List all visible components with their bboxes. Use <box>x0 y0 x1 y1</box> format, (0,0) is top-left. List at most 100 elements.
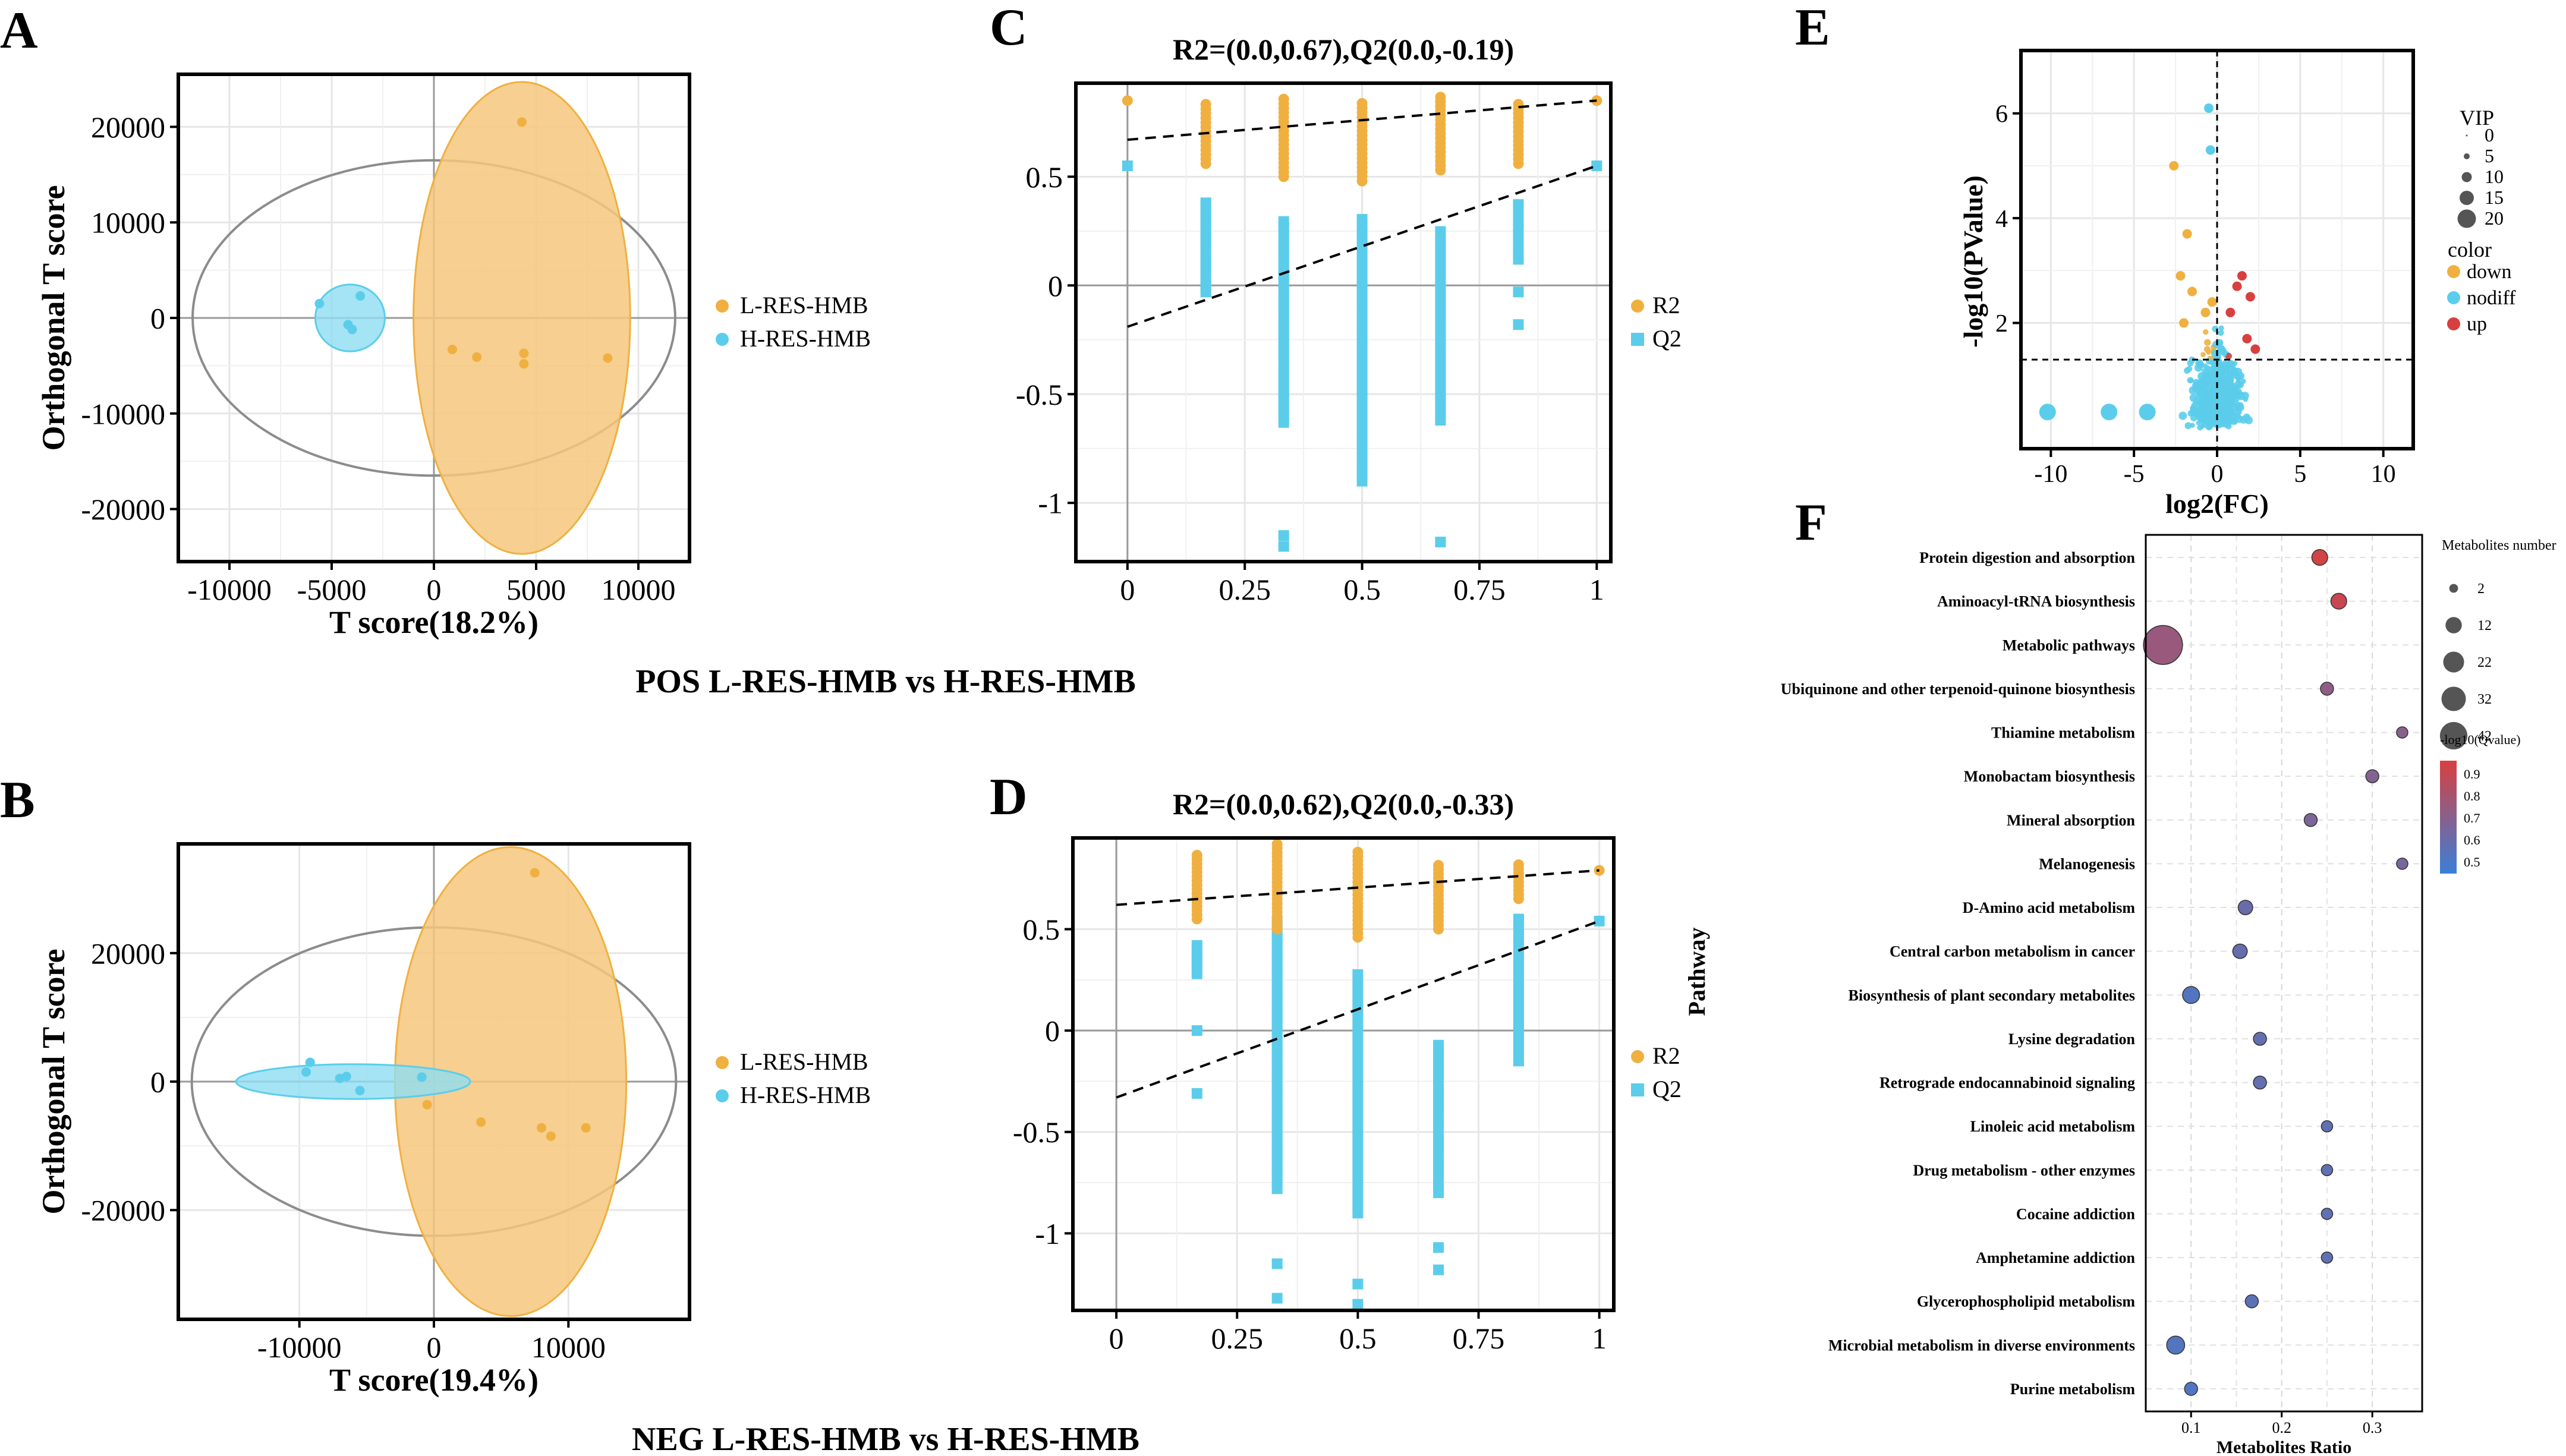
panel-label-d-text: D <box>990 768 1028 826</box>
legend-label: L-RES-HMB <box>740 292 868 319</box>
y-tick-label: 20000 <box>91 111 165 144</box>
volcano-point <box>2187 286 2197 297</box>
pathway-label: D-Amino acid metabolism <box>1963 899 2136 916</box>
caption-pos: POS L-RES-HMB vs H-RES-HMB <box>635 663 1136 700</box>
h-res-hmb-point <box>347 324 357 335</box>
panel-d-permutation-plot: 0 0.25 0.5 0.75 1 -1 -0.5 0 0.5 R2=(0.0,0.62),Q2(… <box>1013 787 1682 1355</box>
size-legend-label: 15 <box>2485 187 2504 208</box>
legend-label: H-RES-HMB <box>740 1082 871 1108</box>
pathway-label: Melanogenesis <box>2039 855 2135 872</box>
q2-permutation-marker <box>1122 160 1133 172</box>
volcano-point <box>2203 329 2209 335</box>
size-legend-title: VIP <box>2460 106 2494 130</box>
volcano-point <box>2182 229 2192 239</box>
y-tick-label: -20000 <box>81 493 165 526</box>
volcano-point <box>2234 387 2242 396</box>
q2-regression-line <box>1116 920 1600 1099</box>
pathway-bubble <box>2253 1032 2267 1046</box>
q2-permutation-marker <box>1278 216 1289 227</box>
color-legend-tick: 0.9 <box>2464 767 2480 781</box>
y-axis-title: Orthogonal T score <box>36 185 71 450</box>
pathway-bubble <box>2330 593 2347 610</box>
x-tick-label: 0.75 <box>1453 1322 1505 1355</box>
x-tick-label: 5 <box>2294 461 2306 488</box>
q2-permutation-marker <box>1352 1299 1364 1310</box>
y-tick-label: 10000 <box>91 206 165 239</box>
pathway-bubble <box>2365 769 2379 783</box>
legend-label: L-RES-HMB <box>740 1048 868 1075</box>
x-tick-label: 0.2 <box>2272 1419 2291 1436</box>
x-tick-label: -5 <box>2124 461 2145 488</box>
volcano-point <box>2204 339 2211 346</box>
color-legend-title: -log10(Qvalue) <box>2440 732 2521 747</box>
q2-permutation-marker <box>1191 1025 1202 1036</box>
x-axis-title: Metabolites Ratio <box>2216 1438 2351 1456</box>
volcano-point <box>2199 423 2205 429</box>
pathway-bubble <box>2321 1208 2334 1220</box>
h-res-hmb-point <box>301 1067 311 1077</box>
q2-permutation-marker <box>1200 197 1211 209</box>
pathway-bubble <box>2303 813 2318 827</box>
pathway-label: Ubiquinone and other terpenoid-quinone b… <box>1781 680 2135 698</box>
pathway-bubble <box>2321 1251 2334 1264</box>
r2-permutation-marker <box>1191 850 1202 861</box>
y-tick-label: 0 <box>1048 269 1063 302</box>
x-axis-title: T score(18.2%) <box>329 604 539 640</box>
x-tick-label: -10000 <box>257 1331 342 1364</box>
y-tick-label: 0 <box>150 1066 165 1099</box>
panel-a-score-plot: -10000 -5000 0 5000 10000 -20000 -10000 0 10000 2… <box>36 73 871 640</box>
pathway-label: Drug metabolism - other enzymes <box>1913 1162 2135 1179</box>
volcano-point <box>2212 420 2221 428</box>
volcano-point <box>2210 358 2218 367</box>
volcano-point <box>2205 145 2215 155</box>
h-res-hmb-confidence-ellipse <box>314 283 386 352</box>
q2-permutation-marker <box>1513 286 1524 298</box>
volcano-point <box>2218 362 2224 368</box>
q2-permutation-marker <box>1433 1242 1444 1253</box>
x-tick-label: 1 <box>1589 573 1604 606</box>
pathway-bubble <box>2321 1164 2334 1177</box>
pathway-label: Metabolic pathways <box>2003 636 2135 654</box>
volcano-point <box>2194 381 2200 386</box>
x-tick-label: -10000 <box>187 573 272 606</box>
q2-permutation-marker <box>1278 541 1289 552</box>
pathway-label: Purine metabolism <box>2010 1381 2135 1398</box>
q2-permutation-marker <box>1433 1039 1444 1051</box>
volcano-point <box>2228 391 2235 398</box>
pathway-bubble <box>2321 1120 2334 1133</box>
x-axis-title: T score(19.4%) <box>329 1362 539 1398</box>
size-legend-key <box>2461 172 2472 182</box>
q2-regression-line <box>1127 165 1597 328</box>
legend-label: Q2 <box>1652 1076 1682 1102</box>
q2-original-marker <box>1594 915 1605 926</box>
volcano-point <box>2206 420 2215 428</box>
pathway-label: Protein digestion and absorption <box>1919 549 2135 566</box>
hotelling-t2-ellipse <box>191 159 676 477</box>
volcano-point <box>2226 371 2234 379</box>
volcano-point <box>2139 404 2156 421</box>
y-tick-label: 0.5 <box>1026 160 1063 194</box>
pathway-bubble <box>2396 726 2408 739</box>
x-tick-label: 0 <box>2211 461 2224 488</box>
x-tick-label: 10 <box>2371 461 2396 488</box>
r2-permutation-marker <box>1513 859 1524 871</box>
x-tick-label: 0.25 <box>1211 1322 1264 1355</box>
pathway-bubble <box>2311 549 2328 566</box>
x-tick-label: -5000 <box>297 573 367 606</box>
color-legend-tick: 0.5 <box>2464 855 2480 869</box>
panel-label-a: A <box>0 2 38 59</box>
r2-permutation-marker <box>1433 860 1444 871</box>
l-res-hmb-point <box>530 868 540 878</box>
volcano-point <box>2204 103 2214 113</box>
volcano-point <box>2218 376 2227 385</box>
volcano-point <box>2198 377 2206 385</box>
legend-label: R2 <box>1652 292 1680 319</box>
volcano-point <box>2200 352 2206 357</box>
y-axis-title: Orthogonal T score <box>36 948 71 1214</box>
x-tick-label: 0 <box>427 573 442 606</box>
pathway-label: Thiamine metabolism <box>1991 724 2135 742</box>
x-axis-title: log2(FC) <box>2165 489 2269 519</box>
size-legend-key <box>2445 617 2462 634</box>
pathway-bubble <box>2253 1075 2267 1090</box>
volcano-point <box>2244 416 2253 424</box>
